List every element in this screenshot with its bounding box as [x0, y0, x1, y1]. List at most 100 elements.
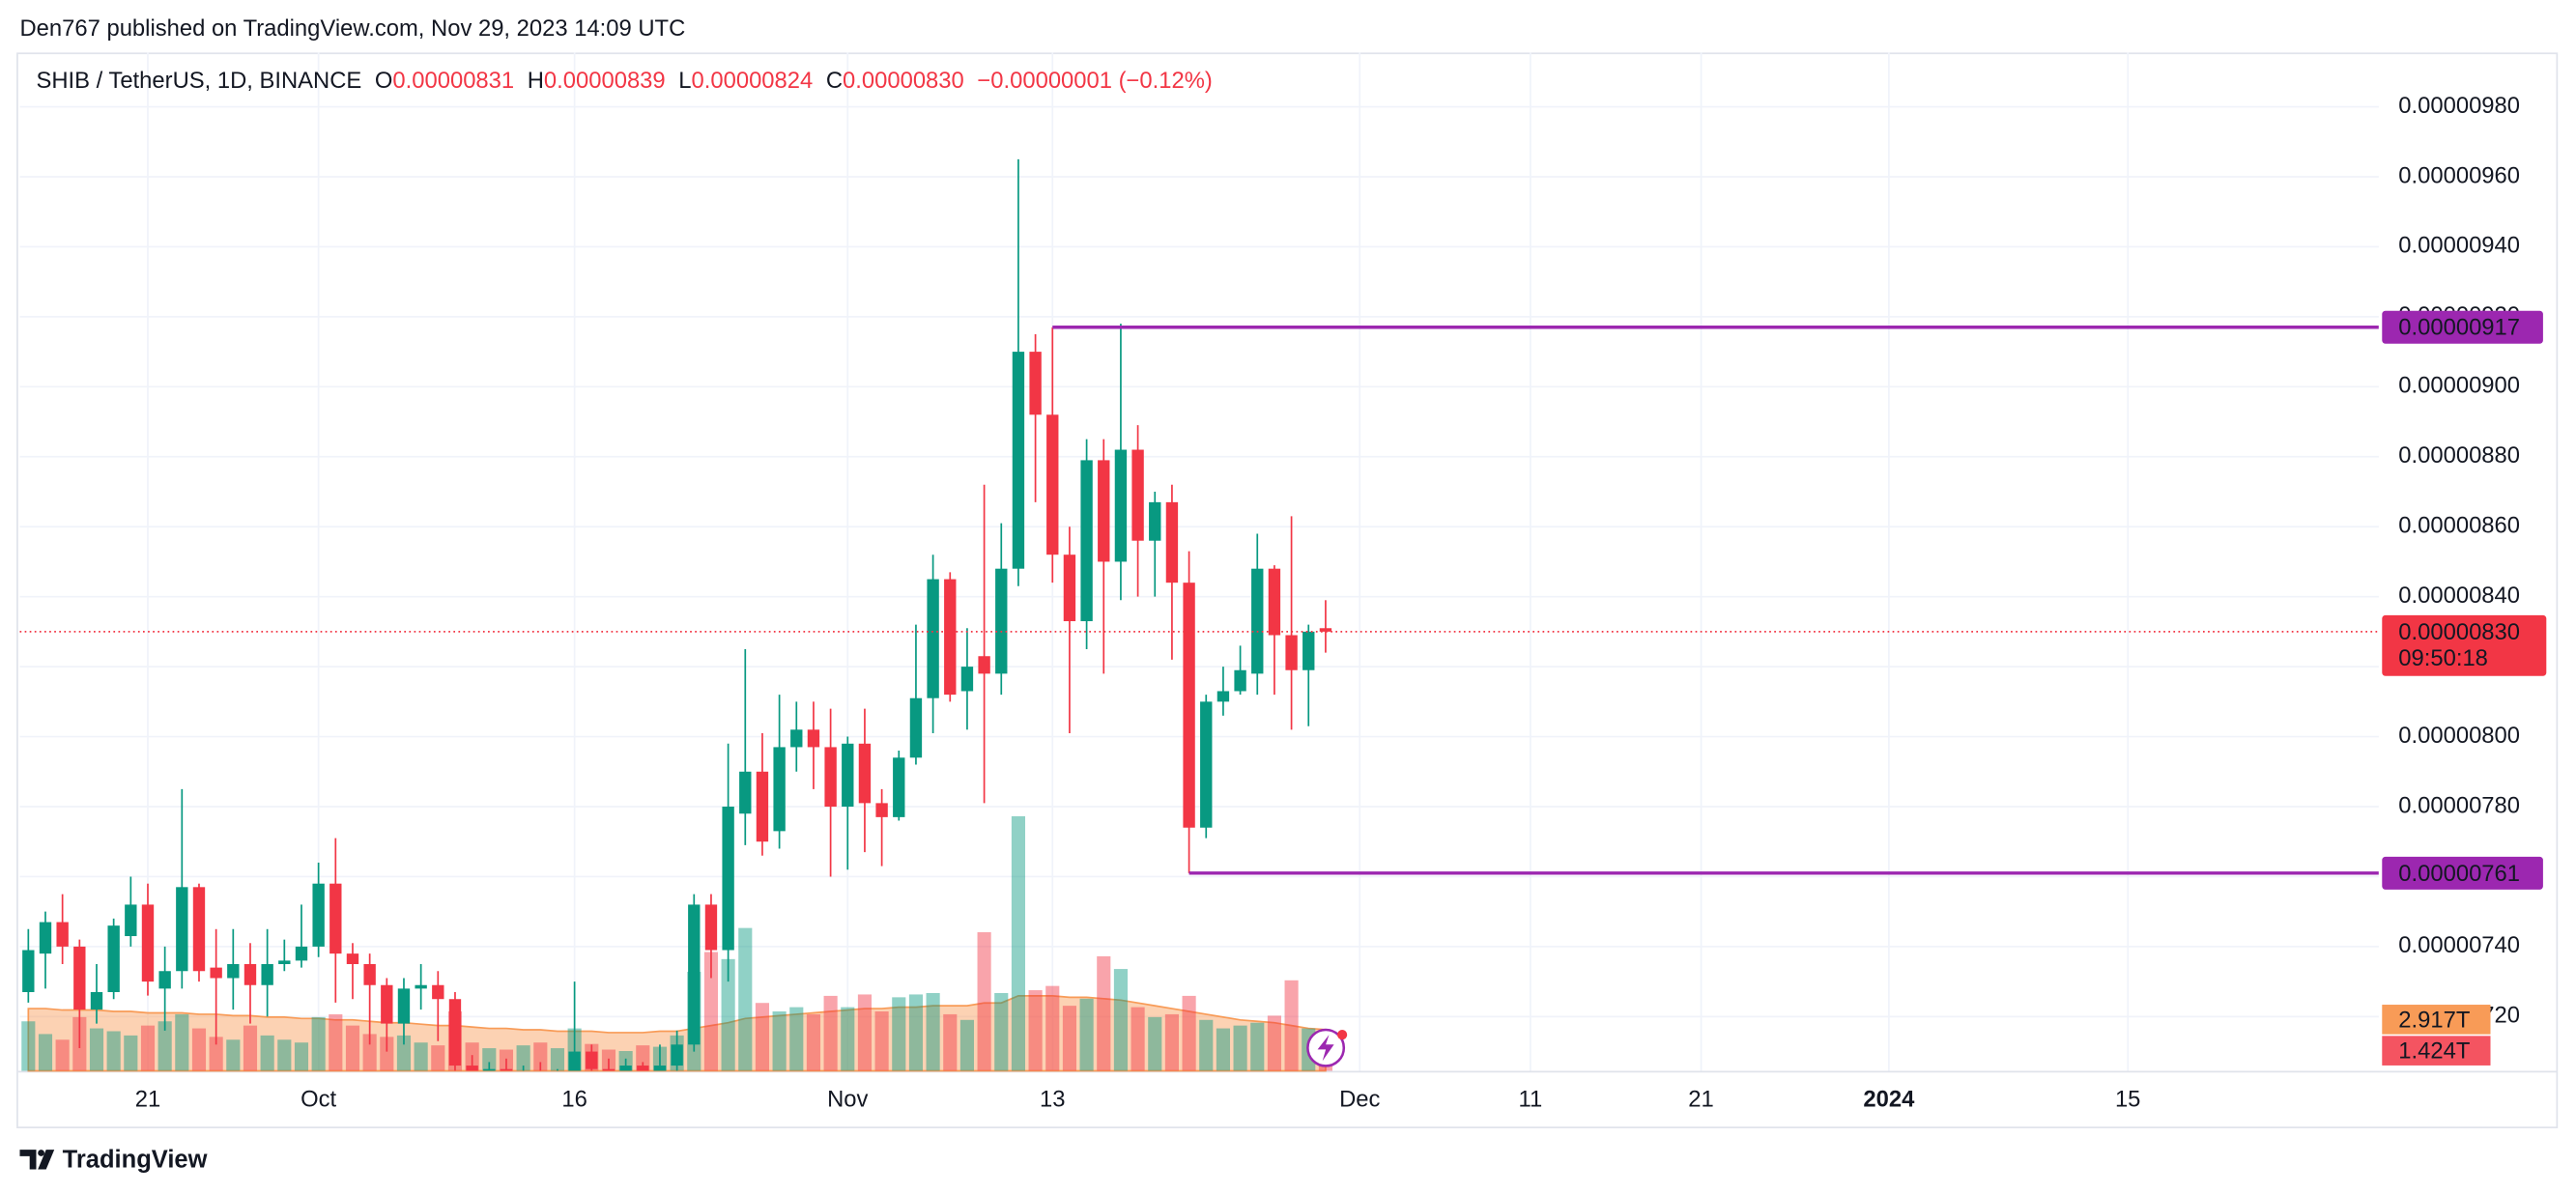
- candle-body: [1114, 449, 1128, 562]
- candle-body: [653, 1066, 667, 1071]
- candle-body: [807, 729, 820, 748]
- volume-bar: [140, 1025, 156, 1071]
- volume-bar: [277, 1039, 292, 1071]
- volume-bar: [755, 1003, 770, 1071]
- candle-body: [671, 1044, 683, 1066]
- candle-body: [329, 883, 342, 954]
- candle-body: [1046, 414, 1059, 555]
- volume-bar: [772, 1011, 787, 1071]
- price-pane: [19, 158, 2379, 1071]
- level-label-box: [2382, 856, 2543, 890]
- publisher-line: Den767 published on TradingView.com, Nov…: [19, 15, 685, 42]
- ohlc-key: L: [678, 68, 691, 94]
- ohlc-value: 0.00000839: [544, 68, 666, 94]
- candle-body: [432, 984, 444, 1000]
- volume-bar: [311, 1016, 326, 1071]
- y-tick-label: 0.00000900: [2398, 373, 2520, 399]
- alert-bolt: [1317, 1035, 1334, 1062]
- candle-body: [22, 950, 35, 992]
- last-price-label: 0.00000830: [2398, 619, 2520, 645]
- volume-bar: [243, 1025, 258, 1071]
- candle-body: [1131, 449, 1144, 541]
- candle-body: [960, 667, 974, 692]
- volume-label: 1.424T: [2398, 1038, 2470, 1065]
- candle-body: [1285, 635, 1298, 670]
- candle-body: [381, 984, 393, 1024]
- candle-body: [944, 579, 957, 696]
- ohlc-value: 0.00000831: [392, 68, 514, 94]
- volume-bar: [89, 1028, 104, 1071]
- candle-body: [568, 1051, 581, 1071]
- candle-body: [56, 922, 69, 947]
- candle-body: [210, 967, 222, 979]
- volume-bar: [789, 1007, 804, 1071]
- candle-body: [824, 747, 837, 808]
- candle-body: [1200, 701, 1213, 828]
- ohlc-key: C: [826, 68, 843, 94]
- x-tick-label: Nov: [827, 1086, 868, 1112]
- candle-body: [397, 988, 411, 1024]
- x-tick-label: 15: [2115, 1086, 2140, 1112]
- volume-bar: [482, 1048, 497, 1071]
- y-tick-label: 0.00000940: [2398, 233, 2520, 259]
- candle-body: [73, 946, 86, 1010]
- volume-bar: [1045, 985, 1060, 1071]
- candle-body: [243, 964, 257, 985]
- candle-body: [227, 964, 240, 979]
- candle-body: [1251, 568, 1264, 674]
- volume-bar: [1250, 1022, 1265, 1071]
- volume-bar: [380, 1037, 394, 1071]
- candle-body: [704, 904, 718, 951]
- logo-v: [38, 1150, 55, 1170]
- volume-bar: [994, 992, 1009, 1071]
- candle-body: [1098, 460, 1110, 562]
- level-label: 0.00000917: [2398, 315, 2520, 341]
- candle-body: [448, 999, 462, 1066]
- candle-body: [107, 925, 120, 992]
- candle-body: [637, 1066, 649, 1071]
- candle-body: [909, 697, 923, 758]
- volume-bar: [1284, 980, 1299, 1071]
- volume-bar: [414, 1042, 428, 1071]
- volume-bar: [1131, 1007, 1145, 1071]
- candle-body: [192, 887, 206, 972]
- x-tick-label: 21: [135, 1086, 160, 1112]
- logo-dot: [38, 1150, 44, 1156]
- volume-bar: [977, 932, 991, 1071]
- volume-bar: [209, 1037, 223, 1071]
- candle-body: [875, 803, 888, 817]
- volume-bar: [175, 1013, 189, 1071]
- y-tick-label: 0.00000780: [2398, 792, 2520, 818]
- candle-body: [722, 807, 734, 951]
- alert-dot: [1337, 1029, 1348, 1040]
- footer-brand: TradingView: [63, 1147, 208, 1174]
- volume-bar: [738, 927, 753, 1071]
- ohlc-value: 0.00000830: [843, 68, 964, 94]
- ohlc-key: H: [528, 68, 544, 94]
- volume-bar: [124, 1035, 138, 1071]
- x-tick-label: Dec: [1339, 1086, 1380, 1112]
- grid: [19, 52, 2379, 1071]
- volume-ma-label: 2.917T: [2398, 1007, 2470, 1033]
- candle-body: [995, 568, 1008, 674]
- y-tick-label: 0.00000800: [2398, 723, 2520, 749]
- footer-logo: TradingView: [19, 1147, 208, 1174]
- candle-body: [790, 729, 803, 748]
- volume-bar: [516, 1045, 530, 1071]
- candle-body: [1268, 568, 1281, 636]
- candle-body: [90, 991, 103, 1010]
- candle-body: [1234, 669, 1246, 692]
- y-tick-label: 0.00000740: [2398, 932, 2520, 958]
- volume-bar: [943, 1013, 958, 1071]
- last-price-box: [2382, 614, 2547, 676]
- volume-bar: [721, 958, 735, 1071]
- candle-body: [842, 743, 854, 808]
- volume-bar: [806, 1013, 821, 1071]
- candle-body: [346, 953, 359, 965]
- y-tick-label: 0.00000860: [2398, 513, 2520, 539]
- volume-bar: [1079, 998, 1094, 1071]
- candle-body: [312, 883, 325, 947]
- volume-bar: [1216, 1028, 1230, 1071]
- volume-bar: [533, 1042, 548, 1071]
- y-tick-label: 0.00000980: [2398, 93, 2520, 119]
